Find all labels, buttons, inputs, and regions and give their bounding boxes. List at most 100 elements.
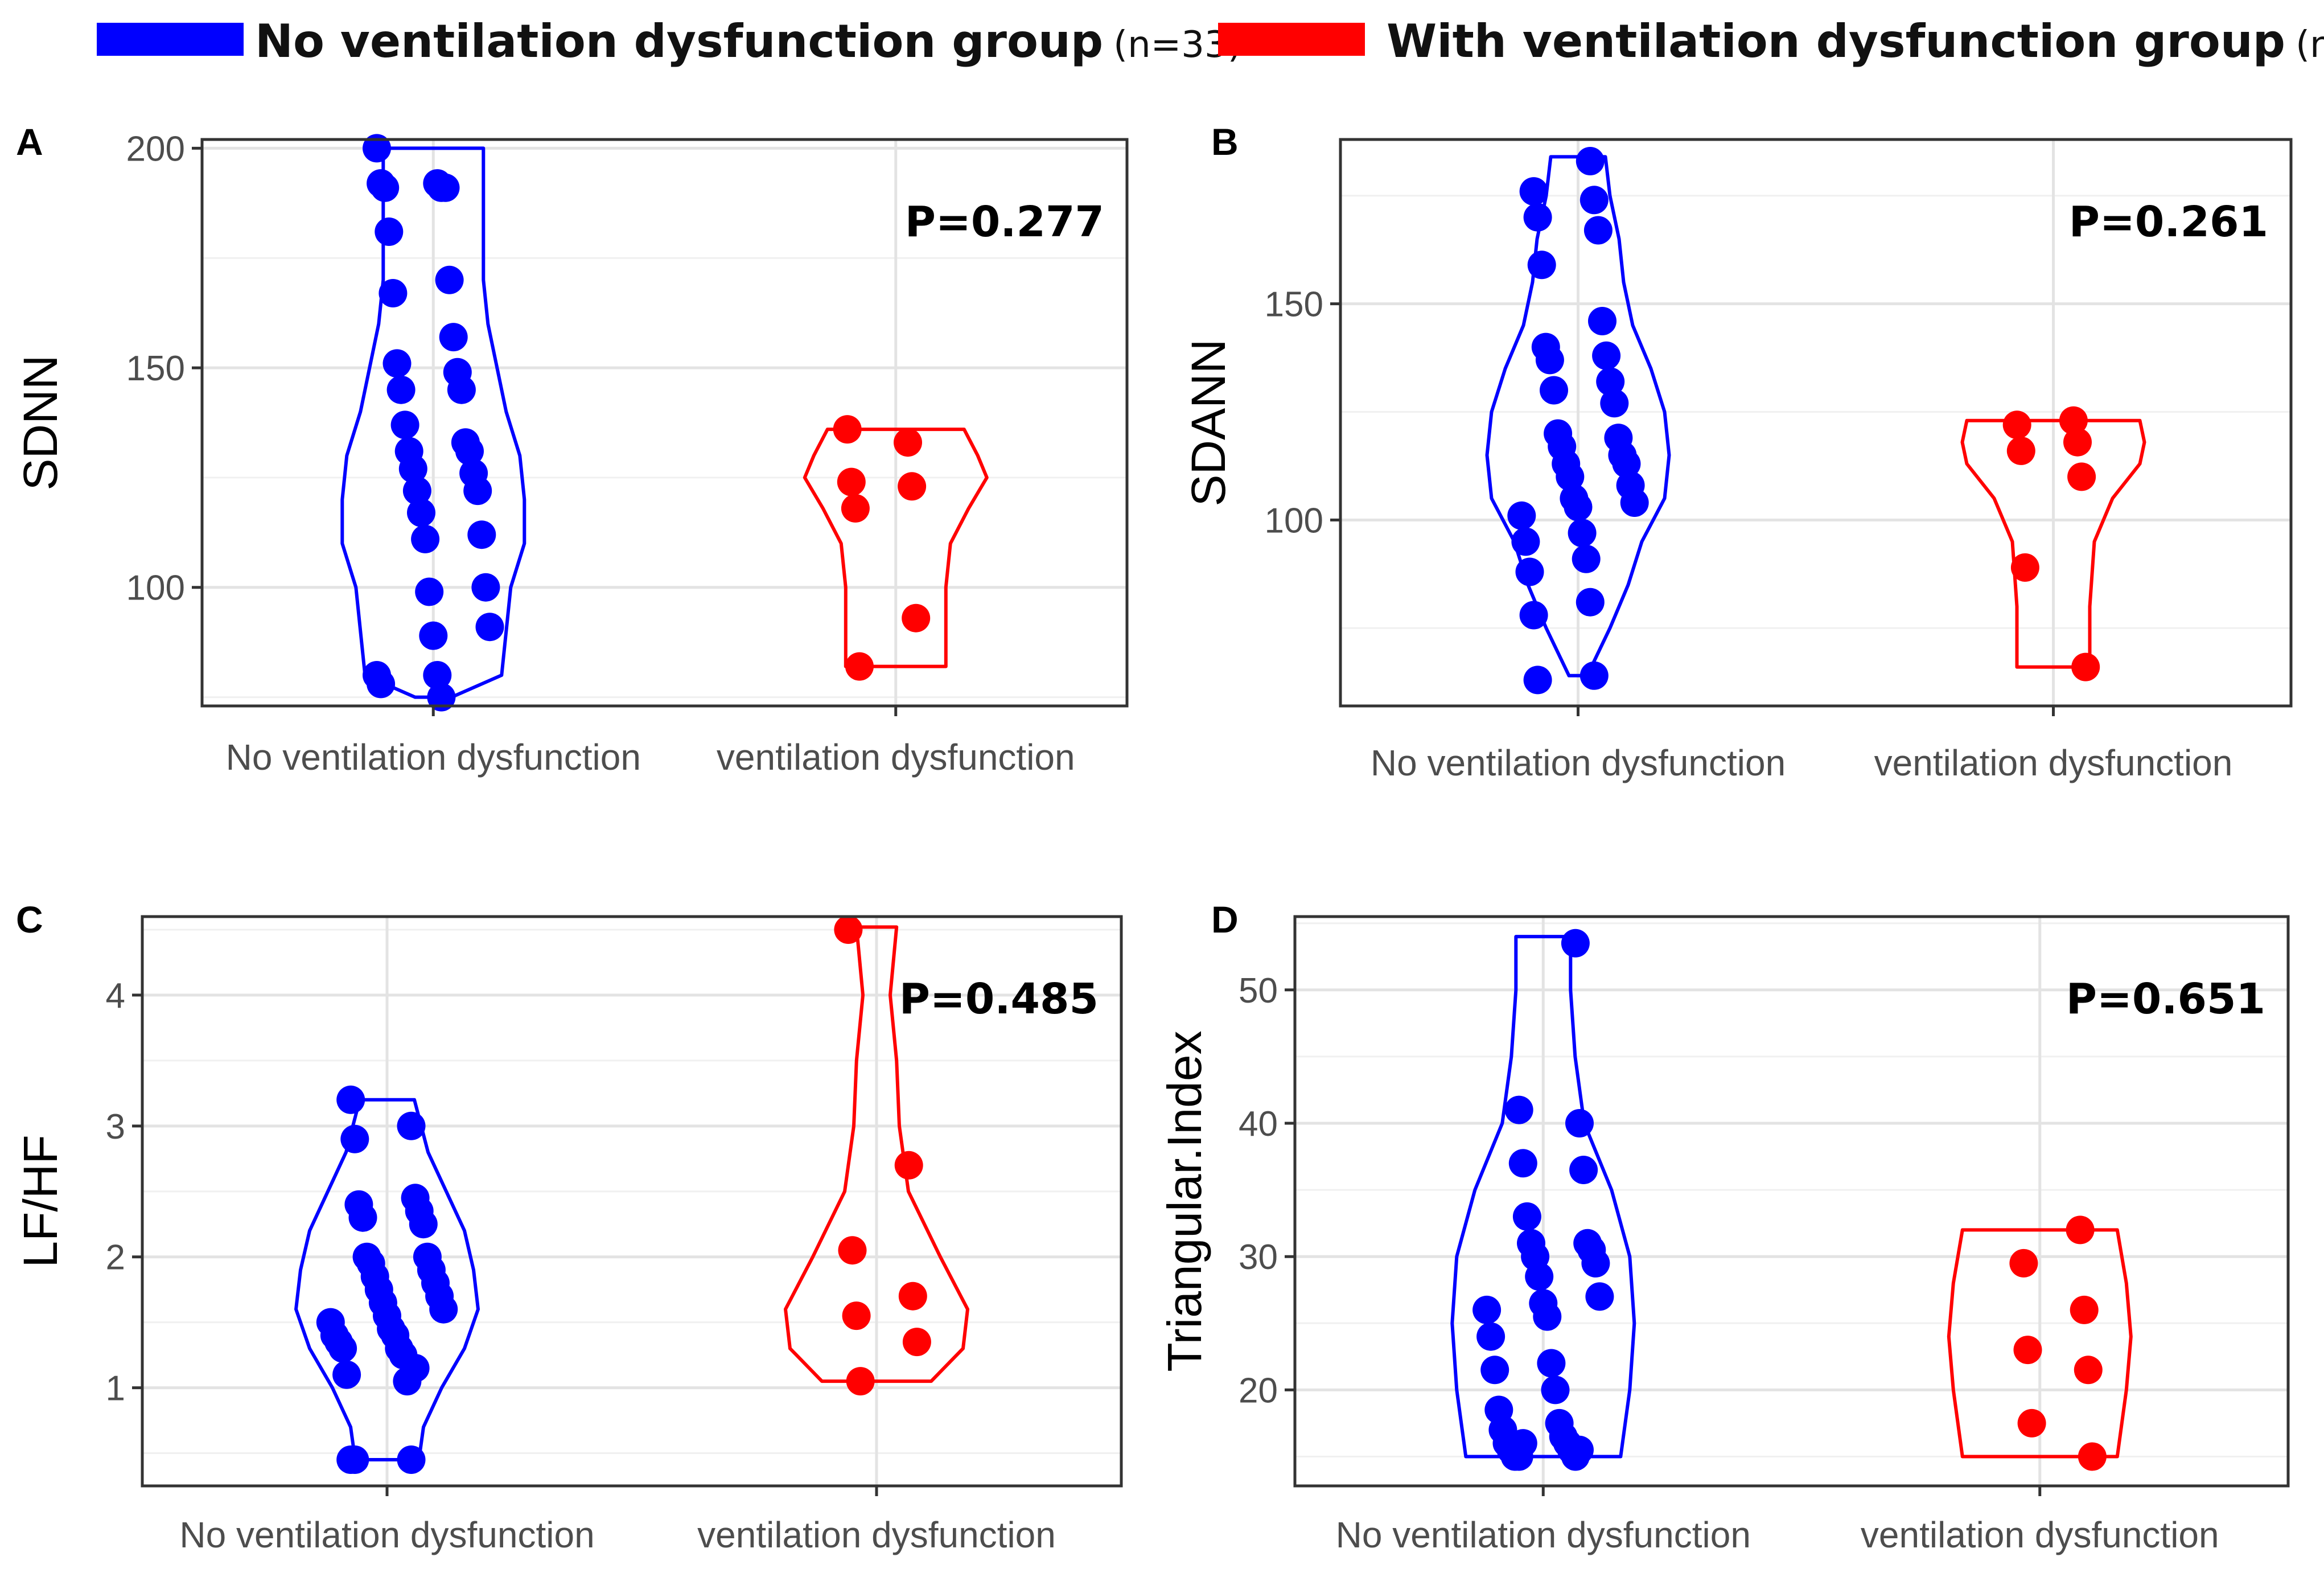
y-axis-title: SDANN xyxy=(1182,339,1235,506)
data-point xyxy=(898,1282,927,1311)
data-point xyxy=(1512,1202,1541,1231)
data-point xyxy=(398,454,427,483)
legend-label-no-dysfunction: No ventilation dysfunction group (n=33) xyxy=(255,15,1242,68)
data-point xyxy=(340,1124,369,1153)
data-point xyxy=(2063,428,2092,457)
data-point xyxy=(411,524,440,553)
y-axis-title: SDNN xyxy=(14,355,67,490)
data-point xyxy=(898,472,927,501)
data-point xyxy=(463,477,492,506)
data-point xyxy=(2017,1408,2046,1438)
data-point xyxy=(842,1301,871,1330)
data-point xyxy=(1583,216,1613,245)
data-point xyxy=(1480,1356,1509,1385)
panel-letter: A xyxy=(16,121,43,163)
data-point xyxy=(1523,666,1552,695)
data-point xyxy=(2009,1248,2038,1278)
violin-outline xyxy=(340,146,527,699)
data-point xyxy=(2010,553,2039,582)
data-point xyxy=(1585,1282,1614,1311)
data-point xyxy=(1511,527,1540,556)
x-category-label: ventilation dysfunction xyxy=(1874,742,2233,783)
data-point xyxy=(1576,147,1605,175)
y-tick-label: 200 xyxy=(126,129,185,169)
p-value-label: P=0.485 xyxy=(899,975,1099,1024)
data-point xyxy=(841,494,870,523)
data-point xyxy=(1527,250,1556,280)
y-tick-label: 40 xyxy=(1239,1104,1278,1144)
data-point xyxy=(1569,1156,1598,1184)
data-point xyxy=(1519,601,1548,630)
y-tick-label: 50 xyxy=(1239,971,1278,1011)
panel-d: D 20 30 40 50 No ventilation dysfunction venti… xyxy=(1158,898,2290,1555)
data-point xyxy=(471,573,500,602)
data-point xyxy=(2002,410,2031,440)
legend-label-with-dysfunction: With ventilation dysfunction group(n=7) xyxy=(1387,15,2324,68)
violin-outline xyxy=(1960,418,2146,669)
data-point xyxy=(1533,1302,1562,1331)
data-point xyxy=(435,265,464,294)
data-point xyxy=(1515,557,1544,586)
violin-outline xyxy=(1947,1228,2133,1459)
x-category-label: No ventilation dysfunction xyxy=(1371,742,1786,783)
data-point xyxy=(1541,1375,1570,1404)
data-point xyxy=(1472,1295,1502,1324)
data-point xyxy=(2071,652,2100,681)
data-point xyxy=(1476,1322,1506,1351)
data-point xyxy=(1568,519,1597,548)
data-point xyxy=(363,134,391,163)
data-point xyxy=(382,349,412,378)
data-point xyxy=(397,1445,426,1474)
data-point xyxy=(390,410,419,440)
data-point xyxy=(1535,346,1564,375)
data-point xyxy=(2013,1336,2042,1365)
plot-border xyxy=(200,138,1129,708)
legend: No ventilation dysfunction group (n=33) W… xyxy=(97,15,2324,68)
data-point xyxy=(1540,376,1568,405)
data-point xyxy=(1572,544,1601,573)
y-axis-title: Triangular.Index xyxy=(1158,1030,1211,1371)
data-point xyxy=(1556,462,1585,491)
x-category-label: No ventilation dysfunction xyxy=(1336,1514,1751,1555)
data-point xyxy=(397,1111,426,1140)
data-point xyxy=(332,1360,361,1389)
data-point xyxy=(1565,1109,1594,1137)
data-point xyxy=(894,1151,923,1180)
data-point xyxy=(1596,367,1625,396)
data-point xyxy=(429,1295,458,1324)
y-tick-label: 1 xyxy=(106,1369,125,1408)
x-category-label: ventilation dysfunction xyxy=(697,1514,1056,1555)
data-point xyxy=(1600,389,1629,418)
data-point xyxy=(837,467,866,496)
panel-letter: B xyxy=(1211,121,1239,163)
y-tick-label: 30 xyxy=(1239,1238,1278,1277)
y-tick-label: 2 xyxy=(106,1238,125,1278)
p-value-label: P=0.277 xyxy=(905,198,1104,247)
data-point xyxy=(467,520,496,549)
panel-letter: D xyxy=(1211,898,1239,940)
data-point xyxy=(2078,1442,2107,1471)
data-point xyxy=(833,415,862,444)
violin-outline xyxy=(803,428,989,668)
data-point xyxy=(1508,1429,1537,1458)
x-category-label: ventilation dysfunction xyxy=(1861,1514,2219,1555)
data-point xyxy=(2070,1295,2099,1324)
panel-b: B 100 150 No ventilation dysfunction ventila… xyxy=(1182,121,2293,783)
data-point xyxy=(2066,1215,2095,1245)
data-point xyxy=(402,477,431,506)
data-point xyxy=(1580,186,1609,215)
plot-border xyxy=(1293,915,2290,1488)
data-point xyxy=(1620,488,1649,517)
data-point xyxy=(1523,203,1552,232)
data-point xyxy=(834,915,863,944)
p-value-label: P=0.261 xyxy=(2069,198,2268,247)
data-point xyxy=(2059,406,2088,435)
panel-a: A 100 150 200 No ventilation dysfunction vent… xyxy=(14,121,1129,778)
y-tick-label: 3 xyxy=(106,1107,125,1147)
data-point xyxy=(475,613,504,642)
data-point xyxy=(386,375,416,404)
data-point xyxy=(431,173,460,202)
data-point xyxy=(2006,436,2035,465)
